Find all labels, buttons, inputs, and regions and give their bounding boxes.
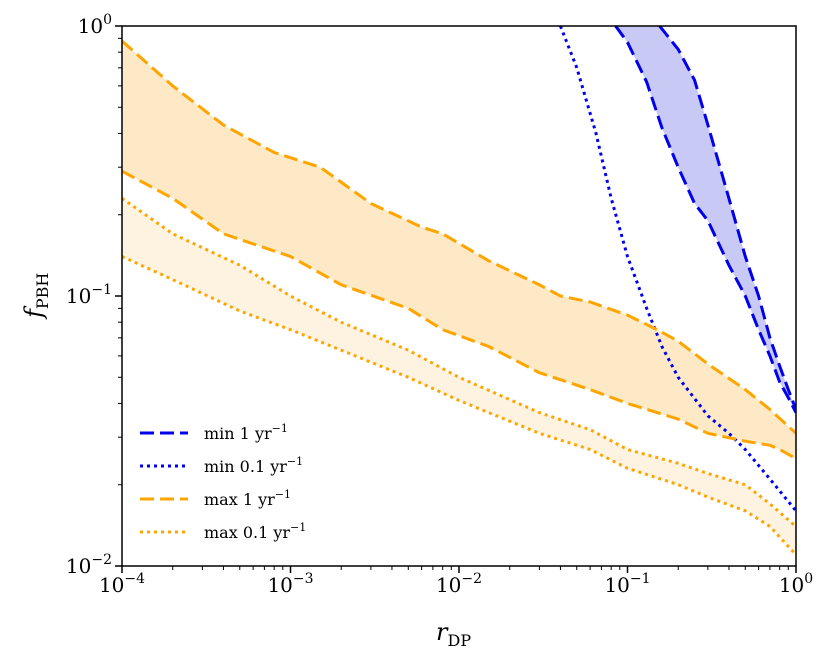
y-tick-label-0: 10−2 <box>66 552 112 578</box>
tick-labels: 10−4 10−3 10−2 10−1 100 10−2 10−1 100 <box>66 12 813 597</box>
series-band-3 <box>122 198 796 555</box>
x-tick-label-3: 10−1 <box>604 571 650 597</box>
series-line-0-lower <box>614 26 796 414</box>
series-line-3-upper <box>122 197 796 528</box>
y-axis-label: fPBH <box>20 273 52 320</box>
x-tick-label-4: 100 <box>779 571 813 597</box>
series-line-1 <box>559 26 796 512</box>
x-tick-label-0: 10−4 <box>99 571 145 597</box>
series-band-2 <box>122 41 796 459</box>
legend-label-3: max 0.1 yr−1 <box>204 521 306 542</box>
legend-label-1: min 0.1 yr−1 <box>204 455 303 476</box>
series-line-3-lower <box>122 255 796 556</box>
series-line-2-lower <box>122 169 796 460</box>
legend-label-2: max 1 yr−1 <box>204 488 291 509</box>
series-line-0-upper <box>658 26 796 411</box>
legend: min 1 yr−1 min 0.1 yr−1 max 1 yr−1 max 0.1 … <box>140 422 306 542</box>
x-tick-label-1: 10−3 <box>267 571 313 597</box>
series-line-2-upper <box>122 39 796 435</box>
y-tick-label-2: 100 <box>78 12 112 38</box>
series-lines <box>122 26 796 556</box>
x-axis-label: rDP <box>436 618 471 650</box>
y-tick-label-1: 10−1 <box>66 282 112 308</box>
x-tick-label-2: 10−2 <box>436 571 482 597</box>
legend-label-0: min 1 yr−1 <box>204 422 288 443</box>
plot-frame <box>121 25 797 567</box>
